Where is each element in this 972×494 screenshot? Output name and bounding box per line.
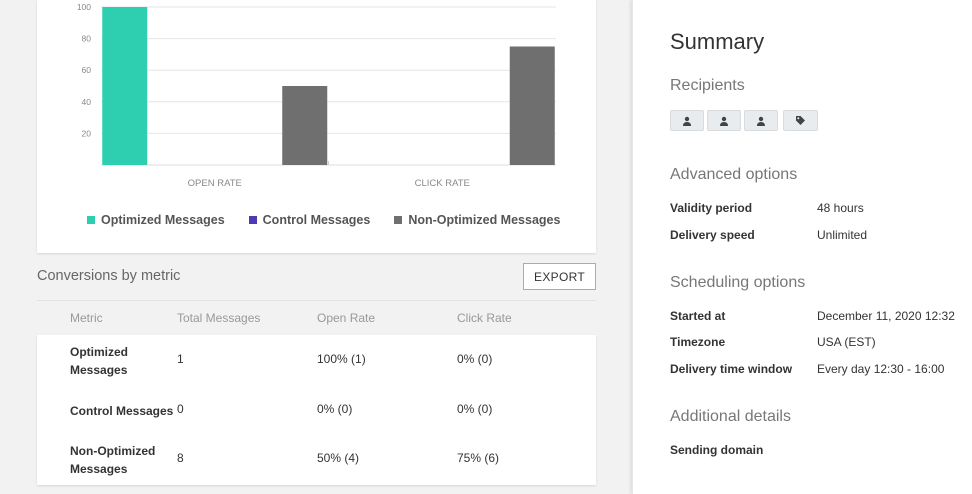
cell-metric: Non-Optimized Messages (70, 444, 156, 476)
delivery-speed-value: Unlimited (817, 228, 868, 242)
additional-details-title: Additional details (670, 408, 791, 425)
timezone-value: USA (EST) (817, 335, 876, 349)
conversions-panel: 20 40 60 80 100 OPEN RATE CLICK RATE Optimized… (37, 0, 596, 494)
y-tick-label: 80 (82, 34, 92, 44)
delivery-speed-label: Delivery speed (670, 228, 755, 242)
scheduling-options-title: Scheduling options (670, 274, 806, 291)
cell-total: 0 (177, 402, 184, 416)
legend-swatch-optimized (87, 216, 95, 224)
column-header-click-rate: Click Rate (457, 311, 512, 325)
y-tick-label: 100 (77, 2, 91, 12)
recipient-chip[interactable] (744, 110, 778, 131)
y-tick-label: 40 (82, 97, 92, 107)
legend-item-non-optimized[interactable]: Non-Optimized Messages (394, 213, 560, 227)
bar (282, 86, 328, 165)
timezone-label: Timezone (670, 335, 726, 349)
table-header: Metric Total Messages Open Rate Click Ra… (37, 301, 596, 335)
cell-total: 8 (177, 451, 184, 465)
bar (102, 7, 148, 165)
tag-icon (796, 116, 805, 125)
chart-legend: Optimized Messages Control Messages Non-… (87, 213, 560, 227)
conversions-header: Conversions by metric EXPORT (37, 262, 596, 292)
table-row: Optimized Messages 1 100% (1) 0% (0) (37, 343, 596, 379)
person-icon (720, 116, 728, 126)
legend-label-non-optimized: Non-Optimized Messages (408, 213, 561, 227)
y-tick-label: 60 (82, 65, 92, 75)
recipient-chip[interactable] (783, 110, 818, 131)
legend-label-control: Control Messages (262, 213, 371, 227)
y-tick-label: 20 (82, 128, 92, 138)
legend-item-optimized[interactable]: Optimized Messages (87, 213, 225, 227)
summary-panel: Summary Recipients Advanced options Vali… (632, 0, 972, 494)
summary-title: Summary (670, 29, 765, 54)
person-icon (757, 116, 765, 126)
column-header-metric: Metric (70, 311, 103, 325)
recipient-chip[interactable] (707, 110, 741, 131)
x-tick-label: CLICK RATE (415, 178, 470, 189)
bar-chart: 20 40 60 80 100 OPEN RATE CLICK RATE (77, 2, 556, 189)
legend-label-optimized: Optimized Messages (101, 213, 225, 227)
cell-open-rate: 50% (4) (317, 451, 360, 465)
delivery-time-window-value: Every day 12:30 - 16:00 (817, 362, 945, 376)
recipients-title: Recipients (670, 77, 745, 94)
person-icon (683, 116, 691, 126)
cell-click-rate: 0% (0) (457, 402, 493, 416)
advanced-options-title: Advanced options (670, 166, 798, 183)
conversions-title: Conversions by metric (37, 268, 181, 284)
conversions-table: Optimized Messages 1 100% (1) 0% (0) Con… (37, 335, 596, 485)
started-at-label: Started at (670, 309, 726, 323)
legend-swatch-control (248, 216, 257, 224)
recipient-chip[interactable] (670, 110, 704, 131)
started-at-value: December 11, 2020 12:32 (817, 309, 955, 323)
sending-domain-label: Sending domain (670, 443, 764, 457)
cell-total: 1 (177, 352, 184, 366)
cell-open-rate: 100% (1) (317, 352, 366, 366)
delivery-time-window-label: Delivery time window (670, 362, 793, 376)
export-button[interactable]: EXPORT (523, 263, 596, 290)
validity-period-value: 48 hours (817, 201, 864, 215)
divider (37, 300, 596, 301)
validity-period-label: Validity period (670, 201, 753, 215)
bar (509, 46, 555, 165)
cell-metric: Control Messages (70, 404, 174, 418)
cell-click-rate: 0% (0) (457, 352, 493, 366)
cell-open-rate: 0% (0) (317, 402, 353, 416)
chart-card: 20 40 60 80 100 OPEN RATE CLICK RATE Optimized… (37, 0, 596, 253)
cell-metric: Optimized Messages (70, 345, 129, 377)
legend-swatch-non-optimized (394, 216, 403, 224)
legend-item-control[interactable]: Control Messages (248, 213, 371, 227)
cell-click-rate: 75% (6) (457, 451, 500, 465)
table-row: Non-Optimized Messages 8 50% (4) 75% (6) (37, 442, 596, 478)
column-header-total-messages: Total Messages (177, 311, 261, 325)
x-tick-label: OPEN RATE (188, 178, 242, 189)
column-header-open-rate: Open Rate (317, 311, 376, 325)
table-row: Control Messages 0 0% (0) 0% (0) (37, 402, 596, 420)
